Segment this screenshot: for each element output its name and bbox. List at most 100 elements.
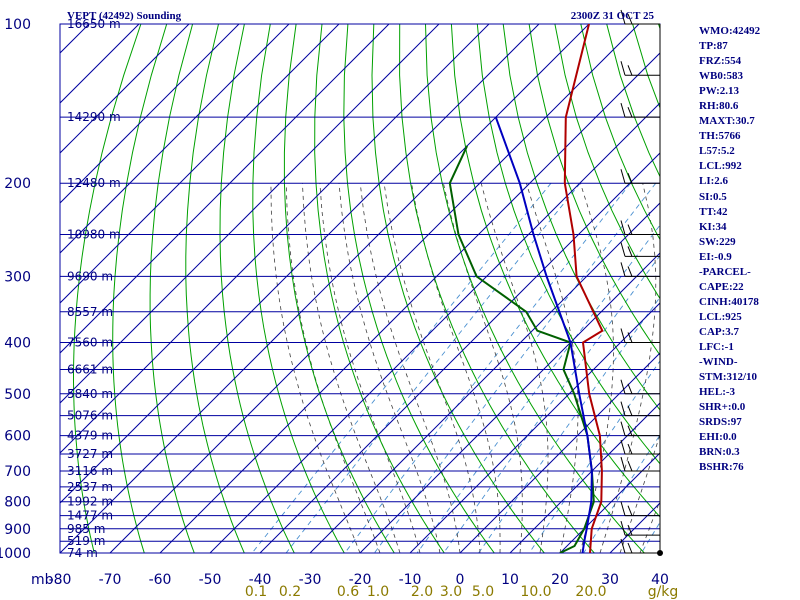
stat-item: LCL:925 [699, 310, 742, 323]
mixing-ratio-line [478, 296, 660, 553]
mixing-ratio-label: 0.1 [245, 584, 267, 600]
temperature-tick-label: 10 [501, 572, 519, 588]
wind-barb [620, 538, 660, 554]
height-label: 3116 m [67, 464, 113, 478]
isotherm-line [509, 402, 660, 553]
pressure-tick-label: 1000 [0, 546, 31, 562]
moist-adiabat-line [639, 499, 660, 553]
height-label: 74 m [67, 546, 98, 560]
moist-adiabat-line [383, 183, 481, 553]
isotherm-line [60, 24, 340, 304]
isotherm-line [359, 252, 660, 553]
wind-barb [620, 379, 660, 395]
wind-barb [620, 262, 660, 277]
temperature-tick-label: -30 [299, 572, 322, 588]
isotherm-line [60, 24, 540, 504]
parcel-trace [494, 116, 593, 553]
height-label: 3727 m [67, 447, 113, 461]
height-label: 14290 m [67, 110, 121, 124]
height-label: 7560 m [67, 335, 113, 349]
mixing-ratio-label: 0.2 [279, 584, 301, 600]
wind-barb [620, 501, 660, 517]
wind-barb [620, 328, 660, 343]
temperature-tick-label: -60 [149, 572, 172, 588]
height-label: 9690 m [67, 269, 113, 283]
isotherm-line [60, 24, 590, 553]
wind-barb [620, 242, 660, 257]
temperature-tick-label: 40 [651, 572, 669, 588]
stat-item: RH:80.6 [699, 100, 739, 113]
mixing-ratio-label: 5.0 [472, 584, 494, 600]
temperature-tick-label: 30 [601, 572, 619, 588]
pressure-tick-label: 400 [4, 335, 31, 351]
isotherm-line [309, 202, 660, 553]
stat-item: KI:34 [699, 220, 727, 233]
wind-barb [620, 456, 660, 472]
temperature-tick-label: 0 [456, 572, 465, 588]
stat-item: LCL:992 [699, 160, 742, 173]
stat-item: -PARCEL- [699, 265, 751, 278]
pressure-tick-label: 300 [4, 269, 31, 285]
pressure-tick-label: 600 [4, 429, 31, 445]
moist-adiabat-line [270, 183, 361, 553]
isotherm-line [209, 102, 660, 553]
isotherm-line [60, 24, 390, 354]
stat-item: LFC:-1 [699, 340, 734, 353]
wind-barb [620, 9, 660, 25]
temperature-tick-label: -80 [49, 572, 72, 588]
isotherm-line [159, 52, 660, 553]
surface-wind-dot [657, 550, 663, 556]
stat-item: TP:87 [699, 40, 728, 53]
stat-item: BSHR:76 [699, 461, 744, 474]
pressure-tick-label: 200 [4, 176, 31, 192]
height-label: 4379 m [67, 429, 113, 443]
height-label: 16650 m [67, 17, 121, 31]
temperature-tick-label: -70 [99, 572, 122, 588]
isotherm-line [259, 152, 660, 553]
stat-item: TH:5766 [699, 130, 741, 143]
stat-item: CAP:3.7 [699, 325, 740, 338]
moist-adiabat-line [319, 183, 421, 553]
pressure-tick-label: 500 [4, 387, 31, 403]
temperature-trace [563, 24, 604, 553]
stat-item: TT:42 [699, 205, 728, 218]
isotherm-line [60, 24, 240, 204]
pressure-unit-label: mb [31, 572, 54, 588]
temperature-tick-label: -20 [349, 572, 372, 588]
stat-item: SI:0.5 [699, 190, 727, 203]
stat-item: LI:2.6 [699, 175, 729, 188]
isotherm-line [60, 24, 290, 254]
height-label: 985 m [67, 522, 105, 536]
wind-barb [620, 61, 660, 76]
mixing-ratio-label: 10.0 [520, 584, 551, 600]
isotherm-line [409, 302, 660, 553]
mixing-ratio-label: 0.6 [337, 584, 359, 600]
moist-adiabat-line [302, 183, 401, 553]
pressure-tick-label: 800 [4, 495, 31, 511]
wind-barb [620, 220, 660, 236]
isotherm-line [60, 24, 440, 404]
height-label: 1992 m [67, 495, 113, 509]
temperature-tick-label: -50 [199, 572, 222, 588]
isotherm-line [459, 352, 660, 553]
stat-item: HEL:-3 [699, 386, 736, 399]
height-label: 8557 m [67, 305, 113, 319]
height-label: 5840 m [67, 387, 113, 401]
stat-item: MAXT:30.7 [699, 115, 755, 128]
mixing-ratio-label: 20.0 [575, 584, 606, 600]
wind-barb [620, 169, 660, 184]
stat-item: -WIND- [699, 356, 738, 369]
mixing-ratio-label: g/kg [648, 584, 679, 600]
mixing-ratio-label: 1.0 [367, 584, 389, 600]
stat-item: BRN:0.3 [699, 446, 740, 459]
stat-item: SHR+:0.0 [699, 401, 746, 414]
isotherm-line [559, 452, 660, 553]
chart-timestamp: 2300Z 31 OCT 25 [571, 10, 655, 22]
stat-item: PW:2.13 [699, 85, 740, 98]
stat-item: STM:312/10 [699, 371, 758, 384]
wind-barb [620, 520, 660, 536]
moist-adiabat-line [285, 183, 381, 553]
stats-panel: WMO:42492 TP:87 FRZ:554 WB0:583 PW:2.13 RH:80… [699, 24, 799, 475]
stat-item: L57:5.2 [699, 145, 735, 158]
